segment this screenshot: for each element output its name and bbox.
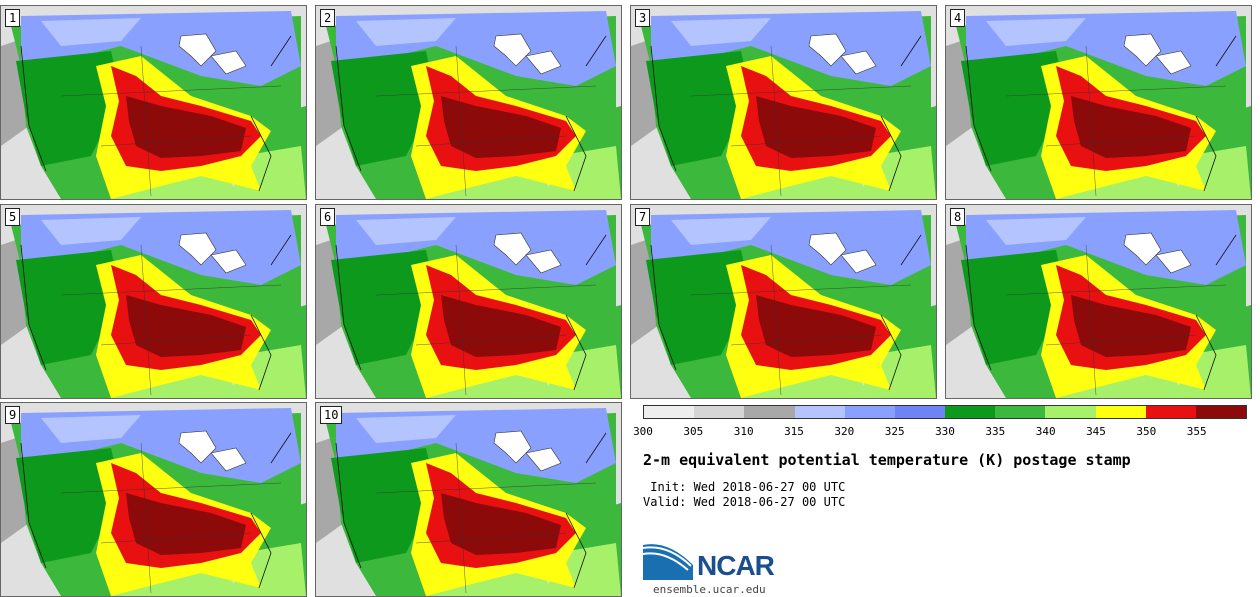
panel-number: 1 bbox=[5, 9, 21, 27]
init-time: Init: Wed 2018-06-27 00 UTC bbox=[643, 480, 846, 494]
colorbar-swatch bbox=[1045, 406, 1096, 418]
panel-7: 7 bbox=[630, 204, 937, 399]
map-5 bbox=[1, 205, 306, 398]
panel-2: 2 bbox=[315, 5, 622, 200]
map-9 bbox=[1, 403, 306, 596]
panel-number: 9 bbox=[5, 406, 21, 424]
colorbar-swatch bbox=[844, 406, 895, 418]
panel-4: 4 bbox=[945, 5, 1252, 200]
valid-time: Valid: Wed 2018-06-27 00 UTC bbox=[643, 495, 846, 509]
panel-number: 10 bbox=[320, 406, 343, 424]
panel-number: 8 bbox=[950, 208, 966, 226]
panel-8: 8 bbox=[945, 204, 1252, 399]
map-2 bbox=[316, 6, 621, 199]
ncar-logo-icon bbox=[643, 544, 693, 580]
colorbar-swatch bbox=[794, 406, 845, 418]
colorbar-swatch bbox=[995, 406, 1046, 418]
colorbar-swatch bbox=[694, 406, 745, 418]
panel-number: 6 bbox=[320, 208, 336, 226]
colorbar-swatch bbox=[1195, 406, 1247, 418]
panel-number: 5 bbox=[5, 208, 21, 226]
map-4 bbox=[946, 6, 1251, 199]
colorbar bbox=[643, 405, 1247, 419]
colorbar-tick-label: 300 bbox=[633, 425, 653, 438]
panel-1: 1 bbox=[0, 5, 307, 200]
panel-number: 4 bbox=[950, 9, 966, 27]
map-3 bbox=[631, 6, 936, 199]
colorbar-tick-label: 325 bbox=[884, 425, 905, 438]
panel-number: 7 bbox=[635, 208, 651, 226]
colorbar-tick-label: 330 bbox=[935, 425, 955, 438]
panel-9: 9 bbox=[0, 402, 307, 597]
panel-10: 10 bbox=[315, 402, 622, 597]
colorbar-tick-label: 305 bbox=[683, 425, 704, 438]
colorbar-tick-label: 335 bbox=[985, 425, 1006, 438]
map-6 bbox=[316, 205, 621, 398]
colorbar-swatch bbox=[1095, 406, 1146, 418]
figure-title: 2-m equivalent potential temperature (K)… bbox=[643, 451, 1131, 469]
colorbar-tick-label: 310 bbox=[733, 425, 754, 438]
panel-number: 2 bbox=[320, 9, 336, 27]
map-8 bbox=[946, 205, 1251, 398]
colorbar-swatch bbox=[945, 406, 996, 418]
colorbar-tick-label: 315 bbox=[784, 425, 804, 438]
colorbar-swatch bbox=[894, 406, 946, 418]
colorbar-tick-label: 340 bbox=[1035, 425, 1056, 438]
panel-6: 6 bbox=[315, 204, 622, 399]
panel-number: 3 bbox=[635, 9, 651, 27]
url-text: ensemble.ucar.edu bbox=[653, 583, 766, 596]
panel-3: 3 bbox=[630, 5, 937, 200]
map-1 bbox=[1, 6, 306, 199]
colorbar-swatch bbox=[744, 406, 795, 418]
colorbar-tick-label: 350 bbox=[1136, 425, 1157, 438]
colorbar-tick-label: 320 bbox=[834, 425, 855, 438]
colorbar-tick-label: 355 bbox=[1186, 425, 1207, 438]
map-10 bbox=[316, 403, 621, 596]
colorbar-ticks: 300 305 310 315 320 325 330 335 340 345 350 355 bbox=[633, 425, 1247, 439]
colorbar-tick-label: 345 bbox=[1086, 425, 1106, 438]
map-7 bbox=[631, 205, 936, 398]
logo-text: NCAR bbox=[697, 550, 775, 581]
colorbar-swatch bbox=[1145, 406, 1196, 418]
colorbar-swatch bbox=[644, 406, 695, 418]
time-info: Init: Wed 2018-06-27 00 UTC Valid: Wed 2… bbox=[643, 480, 845, 510]
panel-5: 5 bbox=[0, 204, 307, 399]
